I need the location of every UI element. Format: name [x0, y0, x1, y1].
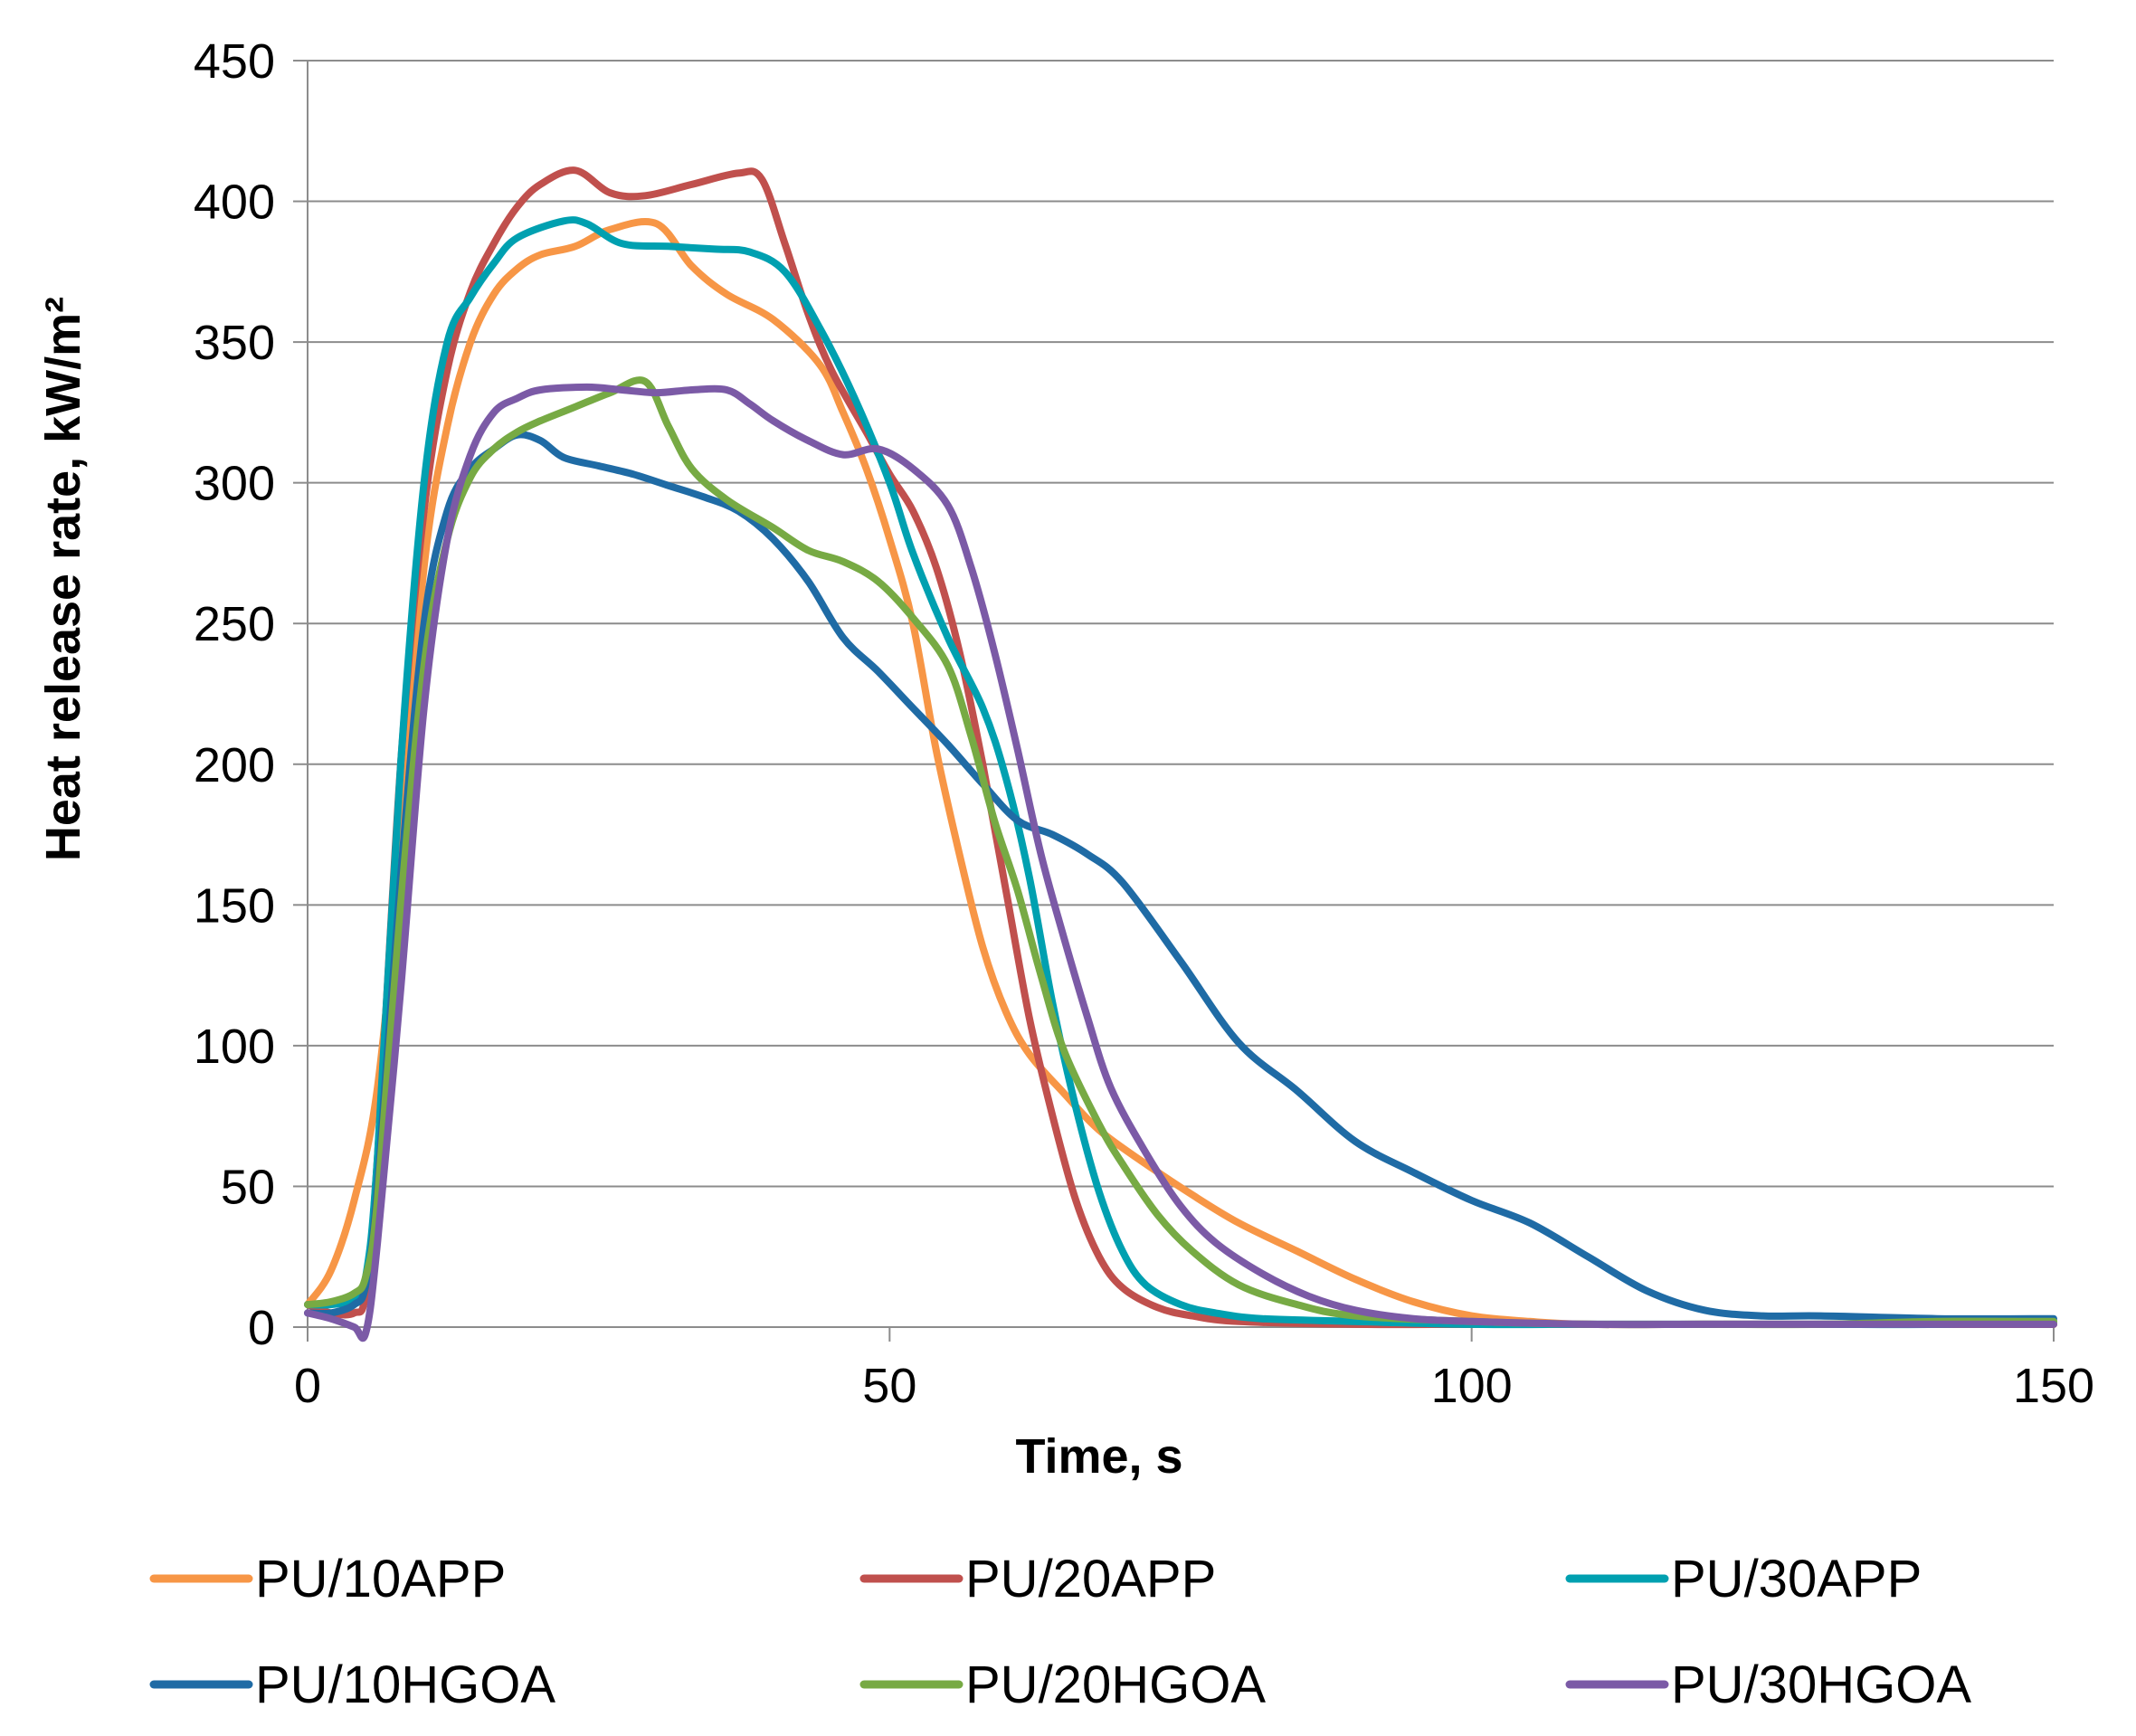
- series-line-pu-20app: [304, 166, 2057, 1329]
- y-tick-label: 400: [194, 175, 275, 230]
- series-line-pu-30hgoa: [304, 383, 2057, 1342]
- x-tick-label: 50: [862, 1359, 916, 1413]
- data-series: [304, 166, 2057, 1342]
- x-tick-label: 0: [294, 1359, 321, 1413]
- y-tick-label: 150: [194, 878, 275, 933]
- legend-label-pu-20hgoa: PU/20HGOA: [965, 1655, 1266, 1714]
- y-tick-label: 50: [221, 1160, 275, 1214]
- y-tick-label: 250: [194, 597, 275, 651]
- series-line-pu-30app: [304, 216, 2057, 1329]
- x-axis-title: Time, s: [1015, 1429, 1182, 1484]
- x-axis-ticks: 0 50 100 150: [294, 1327, 2094, 1413]
- series-line-pu-20hgoa: [304, 376, 2057, 1329]
- legend-label-pu-20app: PU/20APP: [965, 1550, 1216, 1608]
- y-tick-label: 200: [194, 738, 275, 792]
- x-tick-label: 150: [2013, 1359, 2094, 1413]
- series-line-pu-10hgoa: [304, 431, 2057, 1323]
- legend: PU/10APP PU/20APP PU/30APP PU/10HGOA PU/20HG…: [149, 1550, 1971, 1714]
- legend-label-pu-10app: PU/10APP: [255, 1550, 506, 1608]
- y-tick-label: 450: [194, 34, 275, 89]
- y-tick-label: 300: [194, 457, 275, 511]
- grid-lines: [308, 60, 2054, 1188]
- y-axis-title: Heat release rate, kW/m²: [36, 297, 90, 861]
- y-tick-label: 350: [194, 316, 275, 370]
- x-tick-label: 100: [1431, 1359, 1513, 1413]
- series-line-pu-10app: [304, 217, 2057, 1329]
- legend-label-pu-10hgoa: PU/10HGOA: [255, 1655, 555, 1714]
- y-tick-label: 100: [194, 1020, 275, 1074]
- y-axis-ticks: 0 50 100 150 200 250 300 350 400 450: [194, 34, 308, 1355]
- legend-label-pu-30app: PU/30APP: [1671, 1550, 1922, 1608]
- y-tick-label: 0: [248, 1301, 275, 1355]
- legend-label-pu-30hgoa: PU/30HGOA: [1671, 1655, 1971, 1714]
